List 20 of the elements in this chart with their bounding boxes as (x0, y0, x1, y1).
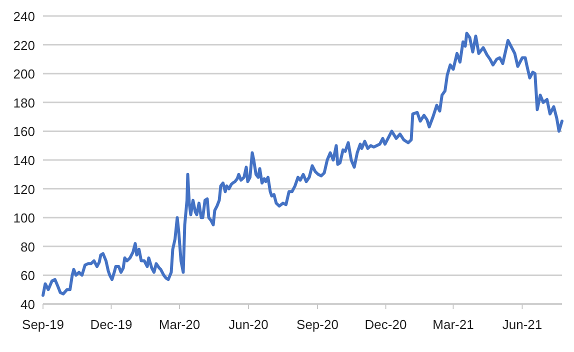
y-tick-label: 200 (13, 66, 35, 82)
y-tick-label: 140 (13, 153, 35, 168)
x-tick-label: Dec-19 (90, 317, 132, 332)
y-tick-label: 220 (13, 38, 35, 53)
y-tick-label: 180 (13, 95, 35, 110)
x-tick-label: Jun-21 (502, 317, 542, 332)
x-tick-label: Mar-20 (158, 317, 200, 332)
y-tick-label: 80 (20, 239, 35, 254)
y-tick-label: 240 (13, 9, 35, 24)
x-tick-label: Jun-20 (228, 317, 268, 332)
x-tick-label: Sep-19 (22, 317, 64, 332)
x-tick-label: Mar-21 (432, 317, 474, 332)
line-series (42, 32, 564, 297)
y-tick-label: 40 (20, 297, 35, 312)
y-tick-label: 120 (13, 182, 35, 197)
y-tick-label: 60 (20, 268, 35, 284)
x-tick-label: Sep-20 (296, 317, 338, 332)
x-tick-label: Dec-20 (364, 317, 407, 332)
y-tick-label: 100 (13, 210, 35, 226)
y-tick-label: 160 (13, 124, 35, 140)
